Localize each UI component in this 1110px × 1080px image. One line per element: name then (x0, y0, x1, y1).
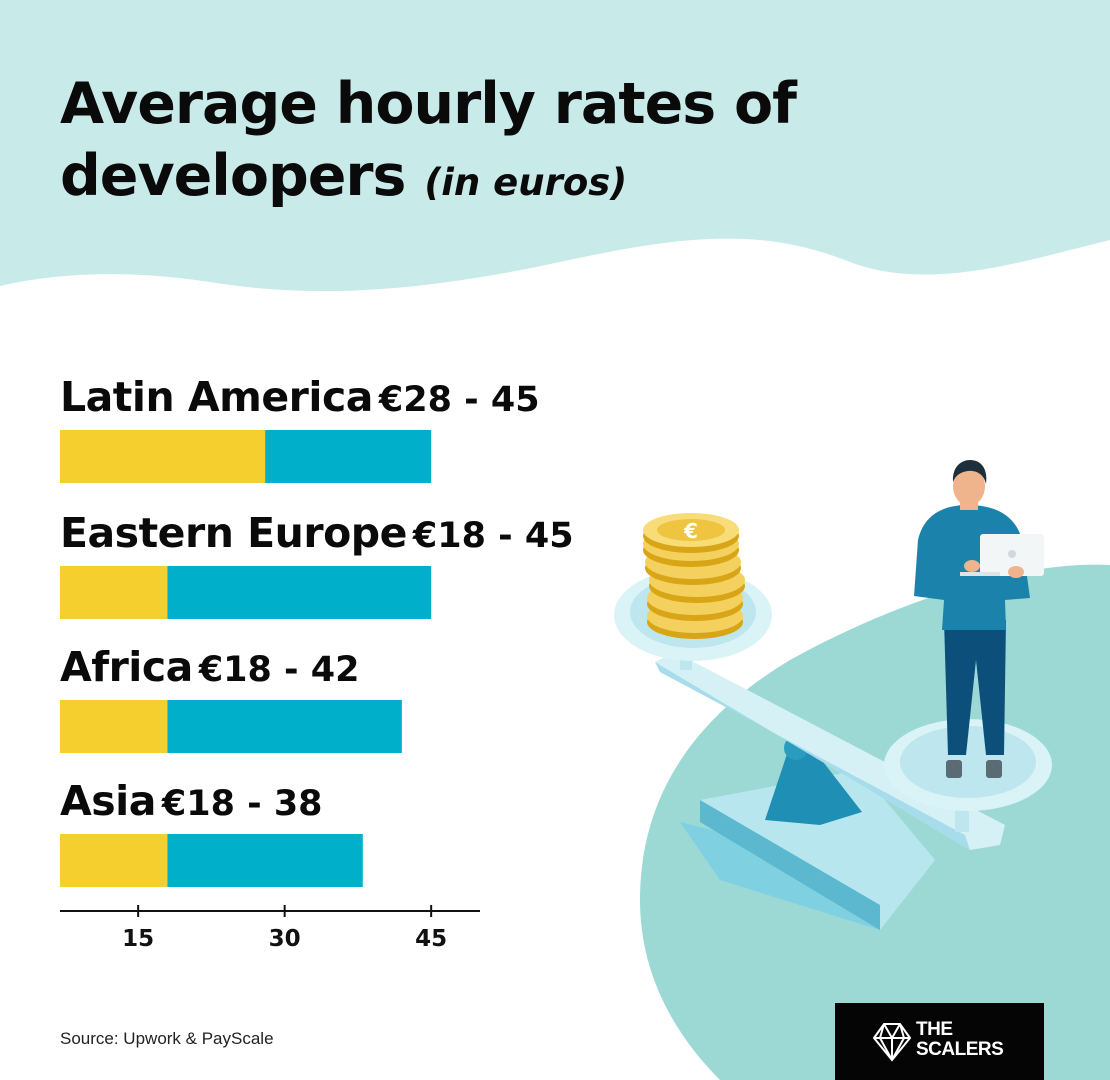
bar-range-segment (265, 430, 432, 483)
row-label-eastern-europe: Eastern Europe €18 - 45 (60, 509, 574, 557)
x-tick-label: 30 (269, 926, 301, 952)
bar-min-segment (60, 700, 168, 753)
range-label: €28 - 45 (378, 380, 540, 420)
bar-min-segment (60, 834, 168, 887)
row-label-africa: Africa €18 - 42 (60, 643, 359, 691)
logo-box (835, 1003, 1044, 1080)
logo-line-2: SCALERS (916, 1039, 1004, 1060)
logo-line-1: THE (916, 1019, 953, 1040)
category-label: Eastern Europe (60, 509, 407, 557)
category-label: Africa (60, 643, 193, 691)
category-label: Asia (60, 777, 156, 825)
chart-title: Average hourly rates of developers (in e… (60, 68, 1060, 219)
range-label: €18 - 42 (198, 650, 360, 690)
row-label-asia: Asia €18 - 38 (60, 777, 323, 825)
title-main: Average hourly rates of developers (60, 71, 797, 209)
x-tick-label: 15 (122, 926, 154, 952)
header-band (0, 0, 1110, 292)
bar-range-segment (167, 834, 363, 887)
bar-min-segment (60, 566, 168, 619)
row-label-latin-america: Latin America €28 - 45 (60, 373, 540, 421)
range-label: €18 - 38 (161, 784, 323, 824)
title-unit: (in euros) (424, 161, 628, 204)
svg-text:€: € (683, 519, 698, 543)
range-label: €18 - 45 (412, 516, 574, 556)
bar-range-segment (167, 566, 432, 619)
x-tick-label: 45 (415, 926, 447, 952)
category-label: Latin America (60, 373, 373, 421)
developer-person-icon (914, 460, 1044, 778)
diamond-logo-icon (872, 1023, 912, 1062)
coin-stack-icon: € (643, 513, 745, 639)
bar-range-segment (167, 700, 402, 753)
balance-scale-illustration: € (614, 460, 1052, 930)
source-note: Source: Upwork & PayScale (60, 1029, 274, 1048)
bar-min-segment (60, 430, 266, 483)
logo-wordmark: THE SCALERS (916, 1019, 1004, 1060)
